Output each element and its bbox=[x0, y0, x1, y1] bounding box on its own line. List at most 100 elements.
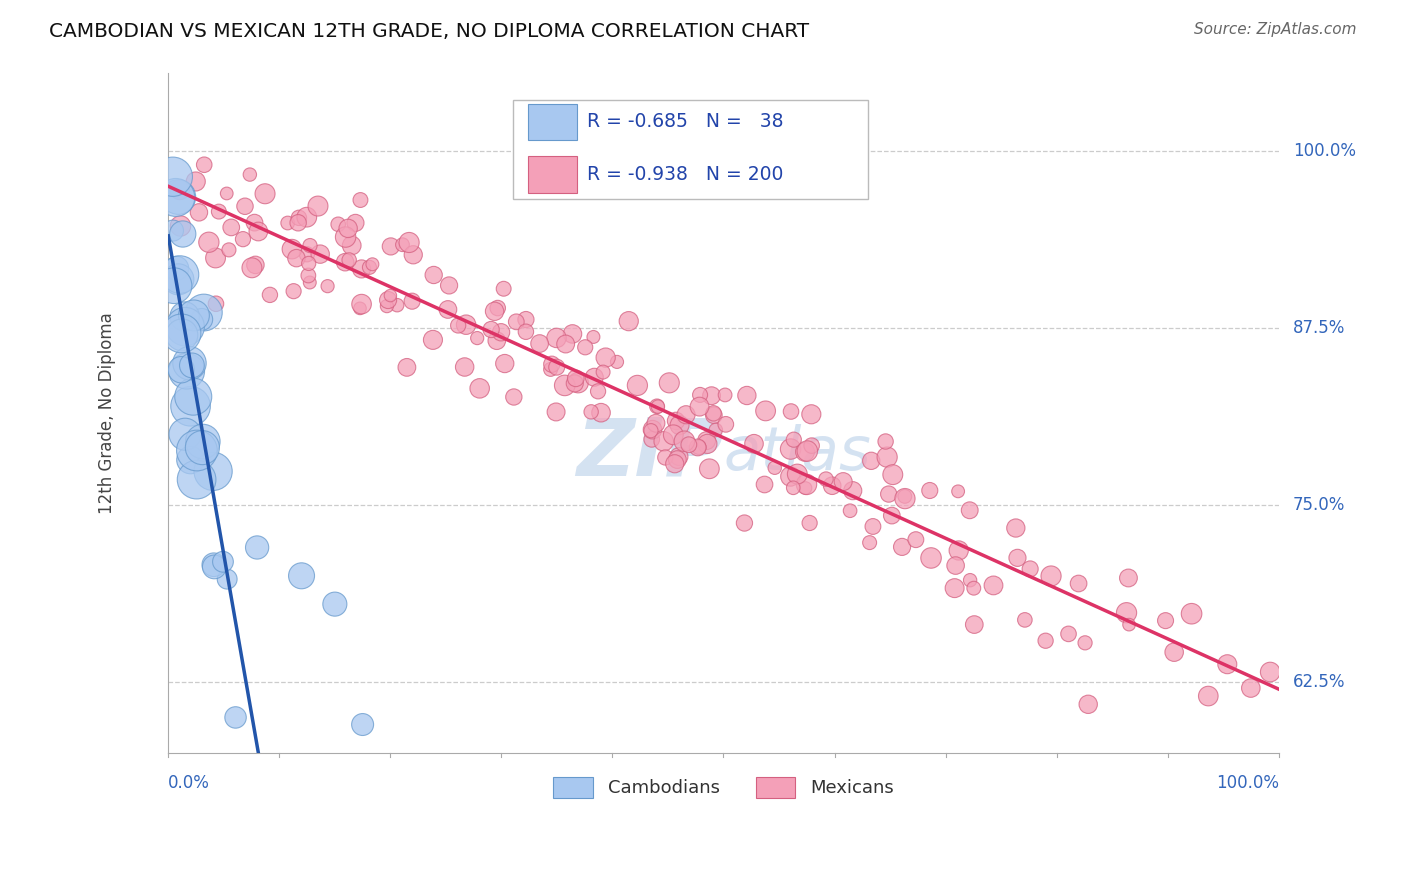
Point bbox=[783, 433, 806, 447]
Point bbox=[180, 399, 202, 413]
Text: R = -0.685   N =   38: R = -0.685 N = 38 bbox=[586, 112, 783, 131]
Point bbox=[283, 284, 305, 298]
Point bbox=[641, 433, 664, 447]
Point bbox=[862, 519, 884, 533]
Point bbox=[1074, 636, 1097, 650]
Point bbox=[800, 439, 823, 453]
Point bbox=[1118, 571, 1140, 585]
Point bbox=[179, 356, 201, 370]
Point bbox=[733, 516, 755, 530]
Point bbox=[352, 717, 374, 731]
Point bbox=[779, 469, 801, 483]
Point bbox=[468, 381, 491, 395]
Point bbox=[1007, 550, 1029, 565]
Point bbox=[782, 481, 804, 495]
Text: ZIP: ZIP bbox=[576, 415, 724, 492]
Point bbox=[554, 378, 576, 392]
Point bbox=[259, 288, 281, 302]
Point bbox=[688, 440, 710, 454]
Point bbox=[546, 405, 568, 419]
Point bbox=[582, 330, 605, 344]
Point bbox=[190, 312, 212, 326]
Point bbox=[395, 360, 418, 375]
Point bbox=[193, 158, 215, 172]
Point bbox=[959, 573, 981, 587]
Point bbox=[796, 477, 818, 491]
Point bbox=[786, 467, 808, 481]
Point bbox=[561, 326, 583, 341]
Point bbox=[240, 260, 263, 275]
Point bbox=[1115, 606, 1137, 620]
Point bbox=[565, 371, 588, 385]
Point bbox=[540, 362, 562, 376]
Point bbox=[162, 224, 184, 238]
Point bbox=[959, 503, 981, 517]
Point bbox=[1154, 614, 1177, 628]
Point bbox=[794, 445, 817, 459]
Point bbox=[202, 464, 225, 478]
Point bbox=[662, 427, 685, 442]
Point bbox=[595, 351, 617, 365]
Point bbox=[359, 260, 381, 275]
Point bbox=[162, 169, 184, 184]
Point bbox=[217, 572, 239, 586]
Point bbox=[1258, 665, 1281, 679]
Point bbox=[169, 268, 191, 282]
Point bbox=[668, 418, 690, 433]
Point bbox=[337, 252, 360, 267]
Point bbox=[796, 444, 818, 458]
Point bbox=[494, 357, 516, 371]
Point bbox=[398, 235, 420, 250]
Point bbox=[290, 569, 312, 583]
Point bbox=[349, 193, 371, 207]
Point bbox=[675, 408, 697, 422]
Point bbox=[876, 450, 898, 464]
Point bbox=[212, 555, 235, 569]
Point bbox=[800, 407, 823, 421]
Point bbox=[860, 454, 883, 468]
Point bbox=[606, 355, 628, 369]
Point bbox=[839, 504, 862, 518]
Point bbox=[375, 299, 398, 313]
Text: 100.0%: 100.0% bbox=[1294, 142, 1357, 160]
Point bbox=[380, 288, 402, 302]
Point bbox=[742, 436, 765, 450]
Point bbox=[1240, 681, 1263, 695]
Point bbox=[186, 443, 208, 458]
Point bbox=[948, 543, 970, 558]
Point bbox=[963, 581, 986, 595]
Point bbox=[350, 297, 373, 311]
Point bbox=[963, 617, 986, 632]
FancyBboxPatch shape bbox=[529, 156, 576, 193]
Text: 12th Grade, No Diploma: 12th Grade, No Diploma bbox=[98, 312, 117, 514]
Point bbox=[298, 276, 321, 290]
Point bbox=[169, 219, 191, 233]
Point bbox=[918, 483, 941, 498]
Point bbox=[877, 487, 900, 501]
Text: CAMBODIAN VS MEXICAN 12TH GRADE, NO DIPLOMA CORRELATION CHART: CAMBODIAN VS MEXICAN 12TH GRADE, NO DIPL… bbox=[49, 22, 810, 41]
Point bbox=[465, 331, 488, 345]
Point bbox=[295, 210, 318, 224]
Point bbox=[592, 365, 614, 379]
Point bbox=[179, 453, 201, 467]
Point bbox=[492, 282, 515, 296]
Point bbox=[391, 237, 413, 252]
Point bbox=[696, 437, 718, 451]
Point bbox=[170, 327, 193, 342]
Point bbox=[193, 305, 215, 319]
Point bbox=[799, 516, 821, 530]
Point bbox=[589, 406, 612, 420]
Point bbox=[437, 302, 460, 317]
Point bbox=[163, 278, 186, 293]
Point bbox=[208, 204, 231, 219]
Point bbox=[755, 404, 778, 418]
Point bbox=[689, 388, 711, 402]
Point bbox=[1180, 607, 1202, 621]
Point bbox=[1019, 562, 1042, 576]
Point bbox=[254, 186, 277, 201]
Point bbox=[295, 247, 318, 261]
Point bbox=[456, 318, 478, 332]
Point bbox=[754, 477, 776, 491]
Point bbox=[173, 310, 195, 324]
Point bbox=[479, 322, 502, 336]
